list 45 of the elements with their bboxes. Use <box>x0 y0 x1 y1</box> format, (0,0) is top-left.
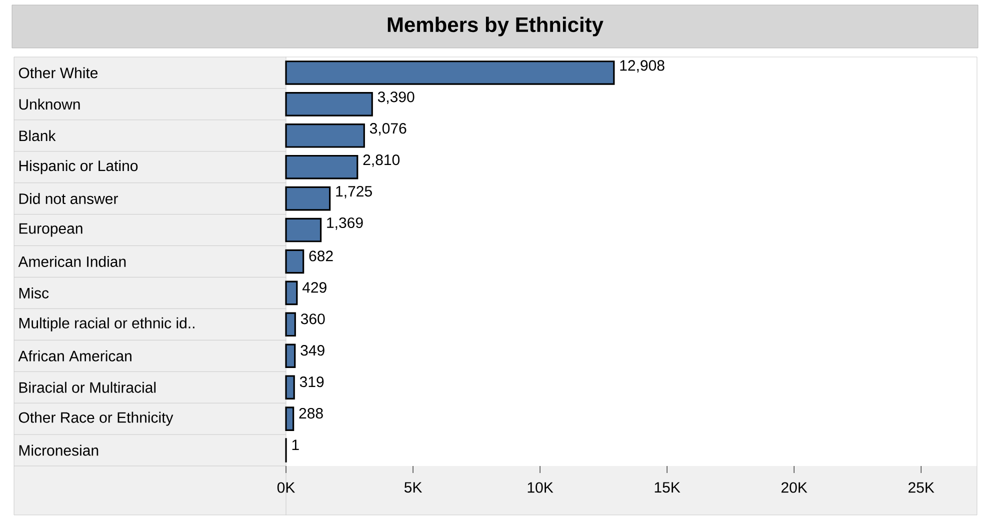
data-label: 360 <box>300 314 325 324</box>
bar <box>285 280 298 306</box>
y-tick-label: Blank <box>19 130 56 142</box>
y-tick-label: European <box>19 223 82 237</box>
chart-title: Members by Ethnicity <box>388 16 604 36</box>
bar <box>285 92 373 116</box>
data-label: 3,390 <box>378 92 414 104</box>
data-label: 429 <box>302 282 326 293</box>
bar <box>285 344 296 368</box>
y-tick-label: Other Race or Ethnicity <box>18 412 174 426</box>
y-tick-label: American Indian <box>18 256 126 267</box>
x-tick-label: 20K <box>782 482 808 493</box>
bar <box>285 186 331 211</box>
y-tick-label: Unknown <box>19 98 80 110</box>
bar <box>285 218 322 242</box>
data-label: 1 <box>292 440 299 450</box>
data-label: 682 <box>309 250 333 262</box>
data-label: 1,725 <box>336 186 372 198</box>
data-label: 2,810 <box>363 154 400 167</box>
bar <box>285 249 304 274</box>
bar <box>285 312 296 337</box>
y-tick-label: Multiple racial or ethnic id.. <box>19 317 194 332</box>
x-tick-label: 0K <box>277 482 296 493</box>
x-tick-label: 5K <box>404 482 422 493</box>
bar <box>285 375 295 400</box>
y-tick-label: Biracial or Multiracial <box>19 382 156 393</box>
y-tick-label: Did not answer <box>19 193 118 204</box>
y-tick-label: African American <box>18 350 132 362</box>
data-label: 1,369 <box>327 217 363 230</box>
y-tick-label: Micronesian <box>19 444 98 456</box>
bar <box>285 123 365 148</box>
bar <box>285 60 615 85</box>
y-tick-label: Other White <box>18 67 98 78</box>
data-label: 319 <box>300 376 324 388</box>
y-tick-label: Misc <box>19 287 49 298</box>
x-tick-label: 15K <box>654 482 680 493</box>
data-label: 349 <box>300 345 324 356</box>
y-tick-label: Hispanic or Latino <box>19 160 138 174</box>
data-label: 3,076 <box>370 123 406 136</box>
x-tick-label: 10K <box>528 482 554 493</box>
bar <box>285 406 294 431</box>
data-label: 288 <box>299 408 323 419</box>
data-label: 12,908 <box>620 60 664 73</box>
bar <box>285 154 358 180</box>
x-tick-label: 25K <box>908 482 934 493</box>
